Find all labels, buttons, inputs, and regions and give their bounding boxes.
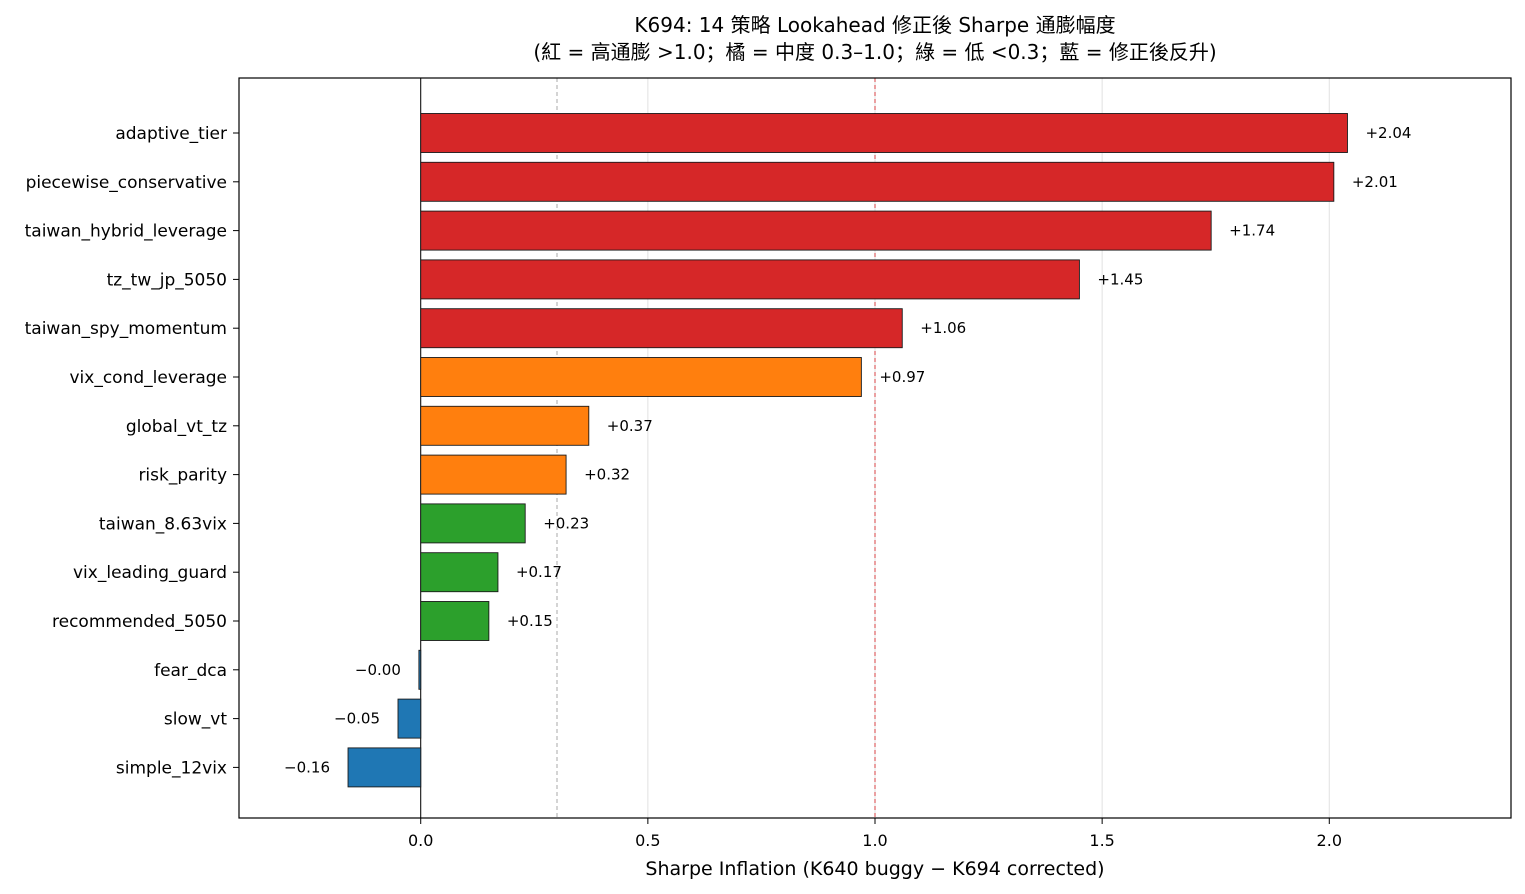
- data-label: +0.32: [584, 466, 630, 484]
- data-label: +1.06: [920, 319, 966, 337]
- plot-frame: [238, 77, 1512, 819]
- category-label: slow_vt: [164, 710, 227, 730]
- bar-global_vt_tz: [420, 405, 590, 446]
- bar-adaptive_tier: [420, 113, 1348, 153]
- data-label: +2.04: [1365, 124, 1411, 142]
- data-label: +0.17: [516, 563, 562, 581]
- category-label: fear_dca: [154, 661, 227, 681]
- data-label: −0.16: [284, 758, 330, 776]
- bar-risk_parity: [420, 454, 567, 495]
- data-label: −0.00: [355, 661, 401, 679]
- category-label: taiwan_hybrid_leverage: [25, 222, 227, 242]
- bar-vix_cond_leverage: [420, 357, 862, 397]
- x-tick-label: 0.0: [408, 831, 433, 850]
- data-labels: +2.04 +2.01 +1.74 +1.45 +1.06 +0.97 +0.37 +0.32…: [284, 124, 1411, 776]
- category-label: taiwan_spy_momentum: [25, 319, 227, 339]
- category-label: vix_leading_guard: [73, 563, 227, 583]
- data-label: +1.74: [1229, 222, 1275, 240]
- bar-taiwan_spy_momentum: [420, 308, 903, 349]
- category-label: simple_12vix: [116, 758, 227, 778]
- category-label: risk_parity: [138, 466, 227, 486]
- bar-fear_dca: [418, 649, 422, 690]
- data-label: +0.37: [607, 417, 653, 435]
- x-tick-label: 2.0: [1317, 831, 1342, 850]
- category-label: piecewise_conservative: [26, 173, 227, 193]
- chart-subtitle: (紅 = 高通膨 >1.0；橘 = 中度 0.3–1.0；綠 = 低 <0.3；…: [533, 40, 1216, 64]
- category-label: tz_tw_jp_5050: [107, 270, 227, 290]
- data-label: −0.05: [334, 710, 380, 728]
- bars: [347, 113, 1348, 788]
- data-label: +1.45: [1097, 270, 1143, 288]
- bar-piecewise_conservative: [420, 161, 1335, 202]
- category-label: global_vt_tz: [126, 417, 227, 437]
- x-axis-label: Sharpe Inflation (K640 buggy − K694 corr…: [645, 858, 1104, 880]
- x-tick-label: 0.5: [635, 831, 660, 850]
- data-label: +2.01: [1352, 173, 1398, 191]
- data-label: +0.23: [543, 514, 589, 532]
- bar-tz_tw_jp_5050: [420, 259, 1080, 300]
- category-label: adaptive_tier: [115, 124, 227, 144]
- bar-simple_12vix: [347, 747, 422, 788]
- x-tick-label: 1.5: [1089, 831, 1114, 850]
- category-label: taiwan_8.63vix: [99, 514, 227, 534]
- category-label: recommended_5050: [52, 612, 227, 632]
- bar-slow_vt: [397, 698, 422, 739]
- bar-recommended_5050: [420, 601, 490, 641]
- x-axis-ticks: 0.0 0.5 1.0 1.5 2.0: [408, 818, 1342, 850]
- chart-title: K694: 14 策略 Lookahead 修正後 Sharpe 通膨幅度: [634, 13, 1115, 37]
- y-axis-categories: adaptive_tier piecewise_conservativetaiwa…: [25, 124, 239, 778]
- data-label: +0.15: [507, 612, 553, 630]
- bar-taiwan_hybrid_leverage: [420, 210, 1212, 251]
- bar-taiwan_8.63vix: [420, 503, 526, 544]
- bar-vix_leading_guard: [420, 552, 499, 593]
- x-tick-label: 1.0: [862, 831, 887, 850]
- category-label: vix_cond_leverage: [69, 368, 227, 388]
- data-label: +0.97: [879, 368, 925, 386]
